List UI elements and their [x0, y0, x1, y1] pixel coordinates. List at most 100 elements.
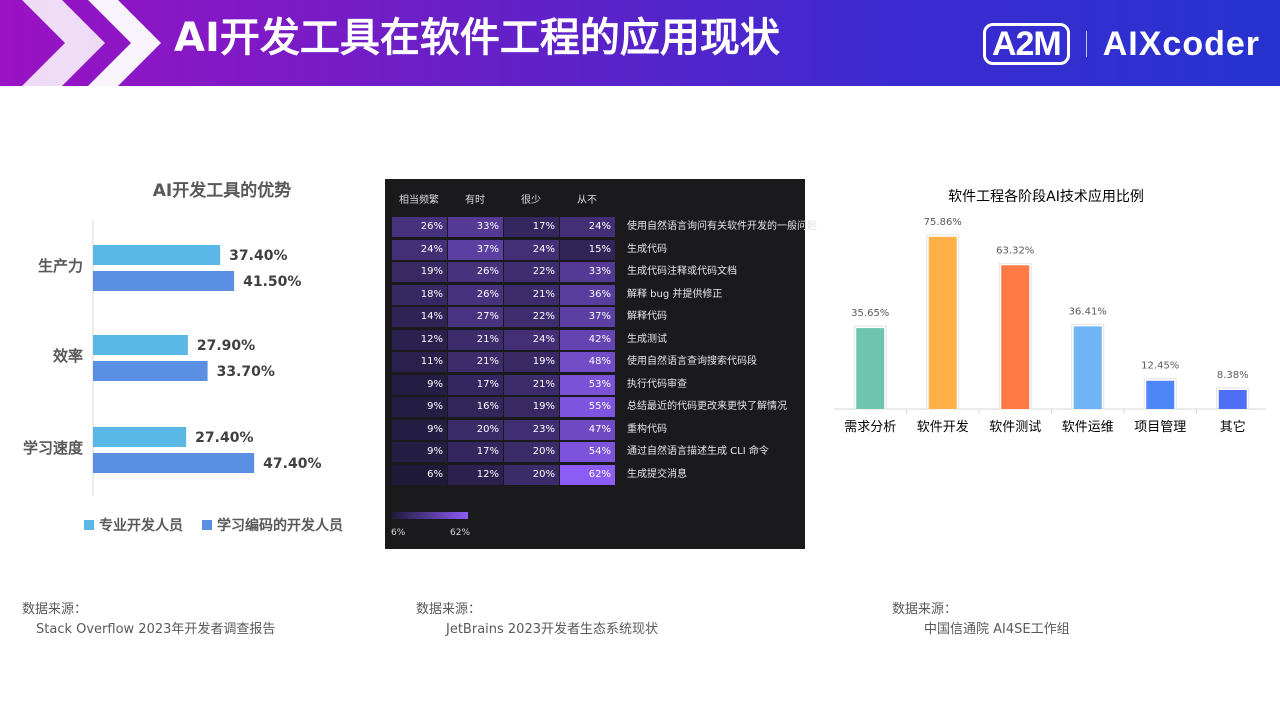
heatmap-cell: 9% — [392, 397, 447, 417]
heatmap-cell: 11% — [392, 352, 447, 372]
scale-min-label: 6% — [391, 528, 406, 538]
heatmap-cell: 19% — [392, 262, 447, 282]
heatmap-cell: 42% — [560, 329, 615, 350]
data-label: 36.41% — [1069, 306, 1107, 317]
heatmap-cell: 12% — [392, 329, 447, 350]
row-label: 通过自然语言描述生成 CLI 命令 — [627, 446, 769, 457]
heatmap-cell: 19% — [504, 397, 559, 417]
chart-title: 软件工程各阶段AI技术应用比例 — [948, 188, 1144, 205]
heatmap-cell: 9% — [392, 419, 447, 440]
heatmap-cell: 27% — [448, 307, 503, 327]
bar — [1001, 265, 1030, 409]
heatmap-cell: 24% — [560, 217, 615, 237]
heatmap-cell: 24% — [504, 239, 559, 260]
bar — [93, 361, 208, 381]
heatmap-cell: 21% — [504, 374, 559, 395]
data-label: 37.40% — [229, 248, 287, 264]
data-label: 27.90% — [197, 338, 255, 354]
row-label: 解释代码 — [627, 311, 667, 322]
heatmap-cell: 21% — [448, 329, 503, 350]
row-label: 生成提交消息 — [627, 468, 687, 480]
legend-swatch-learn — [202, 520, 212, 530]
chevron-decoration-icon — [22, 0, 161, 86]
heatmap-cell: 33% — [448, 217, 503, 237]
column-header: 很少 — [521, 195, 541, 206]
category-label: 学习速度 — [23, 439, 84, 457]
heatmap-cell: 20% — [504, 442, 559, 462]
heatmap-cell: 20% — [448, 419, 503, 440]
data-label: 63.32% — [996, 245, 1034, 256]
heatmap-cell: 9% — [392, 374, 447, 395]
heatmap-cell: 23% — [504, 419, 559, 440]
row-label: 使用自然语言询问有关软件开发的一般问题 — [627, 221, 817, 232]
bar — [93, 335, 188, 355]
heatmap-cell: 26% — [448, 284, 503, 305]
column-header: 有时 — [465, 195, 485, 206]
heatmap-cell: 18% — [392, 284, 447, 305]
row-label: 生成代码 — [627, 243, 667, 255]
heatmap-cell: 22% — [504, 307, 559, 327]
heatmap-cell: 37% — [560, 307, 615, 327]
page-title: AI开发工具在软件工程的应用现状 — [174, 15, 780, 61]
data-label: 12.45% — [1141, 361, 1179, 372]
heatmap-cell: 15% — [560, 239, 615, 260]
category-label: 需求分析 — [844, 420, 896, 435]
legend-label-pro: 专业开发人员 — [99, 517, 183, 534]
column-header: 从不 — [577, 195, 597, 206]
heatmap-cell: 47% — [560, 419, 615, 440]
row-label: 解释 bug 并提供修正 — [627, 288, 723, 300]
heatmap-cell: 62% — [560, 464, 615, 485]
data-label: 41.50% — [243, 274, 301, 290]
heatmap-cell: 20% — [504, 464, 559, 485]
heatmap-cell: 48% — [560, 352, 615, 372]
category-label: 生产力 — [38, 257, 83, 275]
heatmap-cell: 21% — [448, 352, 503, 372]
bar — [1073, 326, 1102, 409]
source-text: JetBrains 2023开发者生态系统现状 — [446, 622, 658, 637]
color-scale-bar — [392, 512, 468, 519]
category-label: 软件测试 — [989, 420, 1041, 435]
data-label: 27.40% — [195, 430, 253, 446]
heatmap-cell: 16% — [448, 397, 503, 417]
source-text: Stack Overflow 2023年开发者调查报告 — [36, 622, 276, 637]
bar — [93, 245, 221, 265]
heatmap-cell: 26% — [448, 262, 503, 282]
heatmap-cell: 21% — [504, 284, 559, 305]
source-label: 数据来源： — [22, 602, 88, 617]
source-note-1: 数据来源： Stack Overflow 2023年开发者调查报告 — [22, 600, 275, 640]
data-label: 33.70% — [217, 364, 275, 380]
heatmap-cell: 17% — [448, 374, 503, 395]
category-label: 项目管理 — [1134, 420, 1186, 435]
heatmap-cell: 6% — [392, 464, 447, 485]
column-header: 相当频繁 — [399, 195, 439, 206]
source-text: 中国信通院 AI4SE工作组 — [924, 622, 1070, 637]
row-label: 总结最近的代码更改来更快了解情况 — [627, 401, 787, 412]
heatmap-cell: 22% — [504, 262, 559, 282]
usage-frequency-heatmap: 6% 62% 相当频繁 有时 很少 从不 26% 33% 17% 24% 使用自然语言询问有关软… — [385, 179, 817, 549]
row-label: 重构代码 — [627, 423, 667, 435]
heatmap-cell: 9% — [392, 442, 447, 462]
heatmap-cell: 53% — [560, 374, 615, 395]
heatmap-cell: 26% — [392, 217, 447, 237]
scale-max-label: 62% — [450, 528, 471, 538]
heatmap-cell: 17% — [504, 217, 559, 237]
row-label: 使用自然语言查询搜索代码段 — [627, 356, 757, 367]
source-note-2: 数据来源： JetBrains 2023开发者生态系统现状 — [416, 600, 658, 640]
ai-stage-bar-chart: 软件工程各阶段AI技术应用比例 35.65% 需求分析 75.86% 软件开发 63.3… — [834, 188, 1266, 435]
data-label: 8.38% — [1217, 370, 1249, 381]
bar — [1218, 389, 1247, 409]
row-label: 执行代码审查 — [627, 378, 687, 390]
logo-divider — [1085, 31, 1087, 57]
legend: 专业开发人员 学习编码的开发人员 — [84, 517, 343, 534]
advantages-bar-chart: AI开发工具的优势 生产力 37.40% 41.50% 效率 27.90% 33.70% 学… — [23, 180, 343, 534]
chart-title: AI开发工具的优势 — [153, 180, 291, 201]
logo-group: A2M AIXcoder — [982, 22, 1260, 66]
a2m-logo: A2M — [982, 23, 1070, 65]
legend-label-learn: 学习编码的开发人员 — [217, 517, 343, 534]
legend-swatch-pro — [84, 520, 94, 530]
category-label: 其它 — [1220, 419, 1246, 435]
bar — [93, 427, 187, 447]
bar — [93, 271, 235, 291]
heatmap-cell: 24% — [504, 329, 559, 350]
data-label: 75.86% — [924, 217, 962, 228]
